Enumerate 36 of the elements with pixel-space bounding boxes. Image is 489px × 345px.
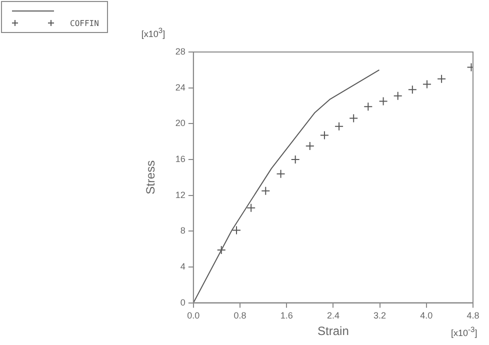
y-tick-label: 12 bbox=[175, 190, 186, 200]
point bbox=[290, 154, 300, 164]
point bbox=[246, 203, 256, 212]
y-tick-label: 28 bbox=[175, 46, 186, 56]
point bbox=[393, 91, 402, 100]
point bbox=[364, 102, 373, 112]
point bbox=[422, 80, 432, 89]
y-tick-label: 0 bbox=[180, 297, 186, 308]
x-tick-label: 2.4 bbox=[326, 310, 340, 321]
y-tick-label: 8 bbox=[180, 226, 186, 236]
point bbox=[408, 85, 417, 94]
point bbox=[216, 245, 226, 254]
point bbox=[334, 122, 344, 131]
point bbox=[349, 114, 358, 123]
y-tick-label: 4 bbox=[180, 261, 186, 272]
x-tick-label: 0.8 bbox=[234, 310, 246, 321]
y-axis-title: Stress bbox=[144, 160, 158, 194]
point bbox=[320, 130, 329, 140]
point bbox=[276, 169, 286, 178]
y-tick-label: 20 bbox=[175, 118, 186, 128]
x-tick-label: 3.2 bbox=[374, 310, 386, 321]
text: [x10$^{3}$] bbox=[141, 26, 166, 39]
x-tick-label: 4.8 bbox=[466, 310, 480, 321]
point bbox=[437, 74, 446, 84]
point bbox=[261, 186, 270, 196]
point bbox=[232, 226, 242, 235]
y-tick-label: 16 bbox=[175, 154, 186, 164]
point bbox=[378, 96, 388, 106]
text: [x10$^{-3}$] bbox=[451, 324, 478, 338]
x-tick-label: 1.6 bbox=[280, 310, 293, 321]
y-tick-label: 24 bbox=[175, 82, 186, 92]
x-axis-title: Strain bbox=[318, 324, 349, 338]
legend-label: COFFIN bbox=[70, 18, 99, 28]
x-tick-label: 4.0 bbox=[420, 310, 433, 321]
x-tick-label: 0.0 bbox=[187, 310, 200, 321]
point bbox=[305, 142, 314, 151]
